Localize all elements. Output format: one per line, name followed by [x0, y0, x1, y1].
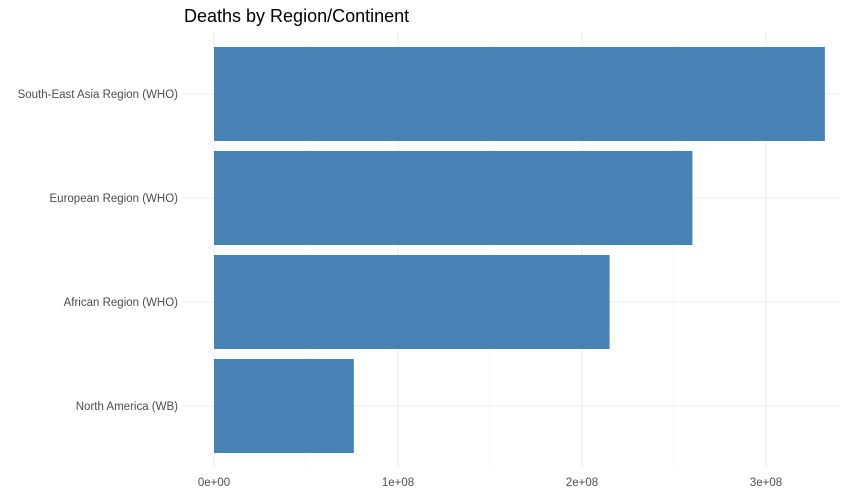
bar	[214, 47, 825, 141]
bar	[214, 359, 354, 453]
x-tick-label: 2e+08	[566, 477, 598, 489]
y-tick-label: European Region (WHO)	[50, 193, 179, 205]
x-tick-label: 1e+08	[382, 477, 414, 489]
chart-title: Deaths by Region/Continent	[184, 6, 409, 26]
x-tick-label: 3e+08	[750, 477, 782, 489]
y-tick-label: African Region (WHO)	[64, 297, 179, 309]
x-axis-labels: 0e+00 1e+08 2e+08 3e+08	[198, 477, 782, 489]
y-axis-labels: South-East Asia Region (WHO) European Reg…	[18, 89, 179, 413]
y-tick-label: South-East Asia Region (WHO)	[18, 89, 179, 101]
bar	[214, 255, 610, 349]
bar	[214, 151, 693, 245]
y-tick-label: North America (WB)	[76, 401, 178, 413]
bars	[214, 47, 825, 453]
x-tick-label: 0e+00	[198, 477, 230, 489]
